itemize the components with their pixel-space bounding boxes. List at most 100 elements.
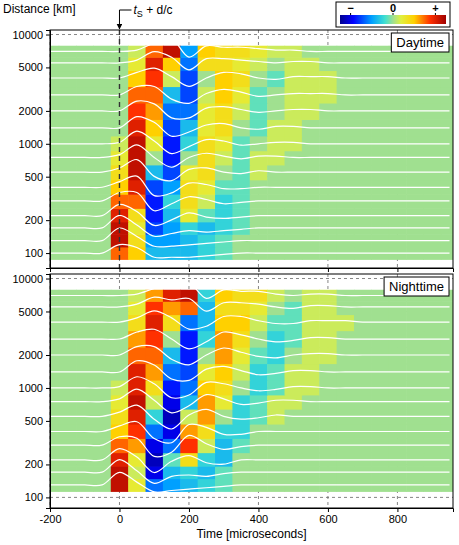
tick-label: 10000: [12, 273, 43, 285]
cell: [93, 301, 111, 315]
tick-mark: [46, 311, 50, 312]
tick-label: 1000: [19, 382, 43, 394]
cell: [76, 57, 94, 71]
cell: [198, 86, 216, 103]
cell: [267, 57, 285, 71]
cell: [180, 180, 198, 195]
tick-mark: [397, 508, 398, 512]
tick-mark: [258, 268, 259, 272]
cell: [302, 301, 320, 315]
cell: [250, 380, 268, 395]
cell: [215, 331, 233, 348]
cell: [128, 247, 146, 260]
tick-mark: [46, 67, 50, 68]
tick: [189, 268, 190, 272]
cell: [76, 70, 94, 87]
colorbar-label: −: [347, 2, 353, 14]
cell: [163, 301, 181, 315]
cell: [250, 315, 268, 332]
tick: 100: [25, 247, 50, 259]
cell: [146, 290, 164, 302]
cell: [198, 466, 216, 479]
data: [50, 38, 453, 259]
cell: [319, 315, 337, 332]
tick-label: 100: [25, 491, 43, 503]
plot-frame: [50, 274, 453, 508]
trace: [50, 191, 450, 211]
tick: 0: [117, 508, 123, 525]
cell: [215, 136, 233, 151]
cell: [128, 301, 146, 315]
cell: [146, 180, 164, 195]
tick-mark: [119, 508, 120, 512]
cell: [267, 331, 285, 348]
tick-mark: [189, 268, 190, 272]
cell: [50, 57, 59, 71]
tick-mark: [46, 388, 50, 389]
trace: [50, 228, 450, 247]
cell: [302, 380, 320, 395]
tick-mark: [46, 177, 50, 178]
tick: 200: [180, 508, 198, 525]
trace: [50, 244, 450, 257]
cell: [146, 395, 164, 410]
trace: [50, 204, 450, 225]
cell: [59, 301, 77, 315]
cell: [302, 347, 320, 364]
cell: [180, 453, 198, 467]
axis-line: [51, 509, 454, 513]
cell: [302, 290, 320, 302]
cell: [198, 479, 216, 492]
cell: [146, 424, 164, 439]
cell: [198, 363, 216, 380]
cell: [111, 301, 129, 315]
cell: [389, 315, 407, 332]
tick: [328, 268, 329, 272]
cell: [285, 46, 303, 58]
cell: [285, 395, 303, 410]
colorbar-label: +: [432, 2, 438, 14]
cell: [163, 119, 181, 136]
cell: [267, 46, 285, 58]
cell: [337, 315, 355, 332]
cell: [180, 466, 198, 479]
cell: [319, 57, 337, 71]
cell: [180, 290, 198, 302]
panel-title-box: [391, 33, 449, 52]
cell: [59, 57, 77, 71]
trace: [50, 329, 450, 349]
tick-label: 800: [389, 513, 407, 525]
cell: [319, 331, 337, 348]
cell: [198, 234, 216, 247]
cell: [128, 315, 146, 332]
cell: [198, 46, 216, 58]
cell: [319, 86, 337, 103]
cell: [163, 363, 181, 380]
trace: [50, 85, 450, 103]
cell: [198, 347, 216, 364]
tick-mark: [46, 144, 50, 145]
tick-mark: [119, 268, 120, 272]
axis-title: Distance [km]: [3, 2, 76, 16]
cell: [146, 315, 164, 332]
tick-mark: [189, 508, 190, 512]
grid-line: [50, 497, 453, 498]
cell: [180, 331, 198, 348]
tick-label: 500: [25, 171, 43, 183]
tick-label: 400: [250, 513, 268, 525]
cell: [267, 136, 285, 151]
cell: [180, 57, 198, 71]
trace: [50, 389, 450, 413]
cell: [354, 315, 372, 332]
cell: [50, 301, 59, 315]
cell: [146, 70, 164, 87]
cell: [319, 347, 337, 364]
annotation-arrow: [119, 10, 131, 29]
cell: [215, 301, 233, 315]
tick-mark: [50, 508, 51, 512]
trace: [50, 435, 450, 457]
cell: [146, 453, 164, 467]
cell: [232, 395, 250, 410]
tick-mark: [46, 35, 50, 36]
cell: [371, 315, 389, 332]
